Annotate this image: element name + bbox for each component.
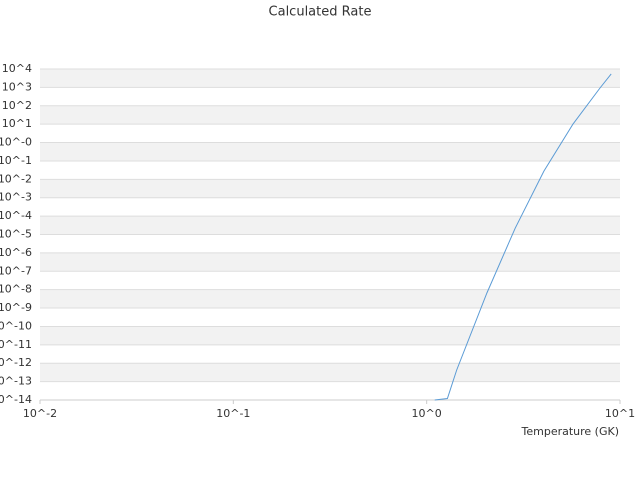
y-tick-label: 10^4 — [2, 62, 32, 75]
y-tick-label: 10^-11 — [0, 338, 32, 351]
grid-band — [40, 179, 620, 198]
x-tick-label: 10^-1 — [216, 407, 250, 420]
chart-title: Calculated Rate — [269, 5, 372, 20]
y-tick-label: 10^2 — [2, 99, 32, 112]
x-tick-label: 10^0 — [412, 407, 442, 420]
y-tick-label: 10^-12 — [0, 356, 32, 369]
y-tick-label: 10^-8 — [0, 283, 32, 296]
y-tick-label: 10^1 — [2, 117, 32, 130]
grid-band — [40, 363, 620, 382]
y-tick-label: 10^-6 — [0, 246, 32, 259]
grid-band — [40, 216, 620, 235]
y-tick-label: 10^-0 — [0, 136, 32, 149]
y-tick-label: 10^-9 — [0, 301, 32, 314]
grid-band — [40, 142, 620, 161]
y-tick-label: 10^3 — [2, 80, 32, 93]
y-tick-label: 10^-14 — [0, 393, 32, 406]
y-tick-label: 10^-4 — [0, 209, 32, 222]
y-tick-label: 10^-13 — [0, 375, 32, 388]
y-tick-label: 10^-2 — [0, 172, 32, 185]
grid-band — [40, 105, 620, 125]
y-tick-label: 10^-10 — [0, 319, 32, 332]
y-tick-label: 10^-1 — [0, 154, 32, 167]
y-tick-label: 10^-7 — [0, 264, 32, 277]
grid-band — [40, 69, 620, 88]
grid-band — [40, 289, 620, 309]
x-tick-label: 10^-2 — [23, 407, 57, 420]
data-line — [434, 73, 612, 401]
x-tick-label: 10^1 — [605, 407, 635, 420]
grid-band — [40, 326, 620, 345]
x-axis-label: Temperature (GK) — [521, 425, 620, 438]
grid-band — [40, 252, 620, 272]
y-tick-label: 10^-3 — [0, 191, 32, 204]
y-tick-label: 10^-5 — [0, 228, 32, 241]
